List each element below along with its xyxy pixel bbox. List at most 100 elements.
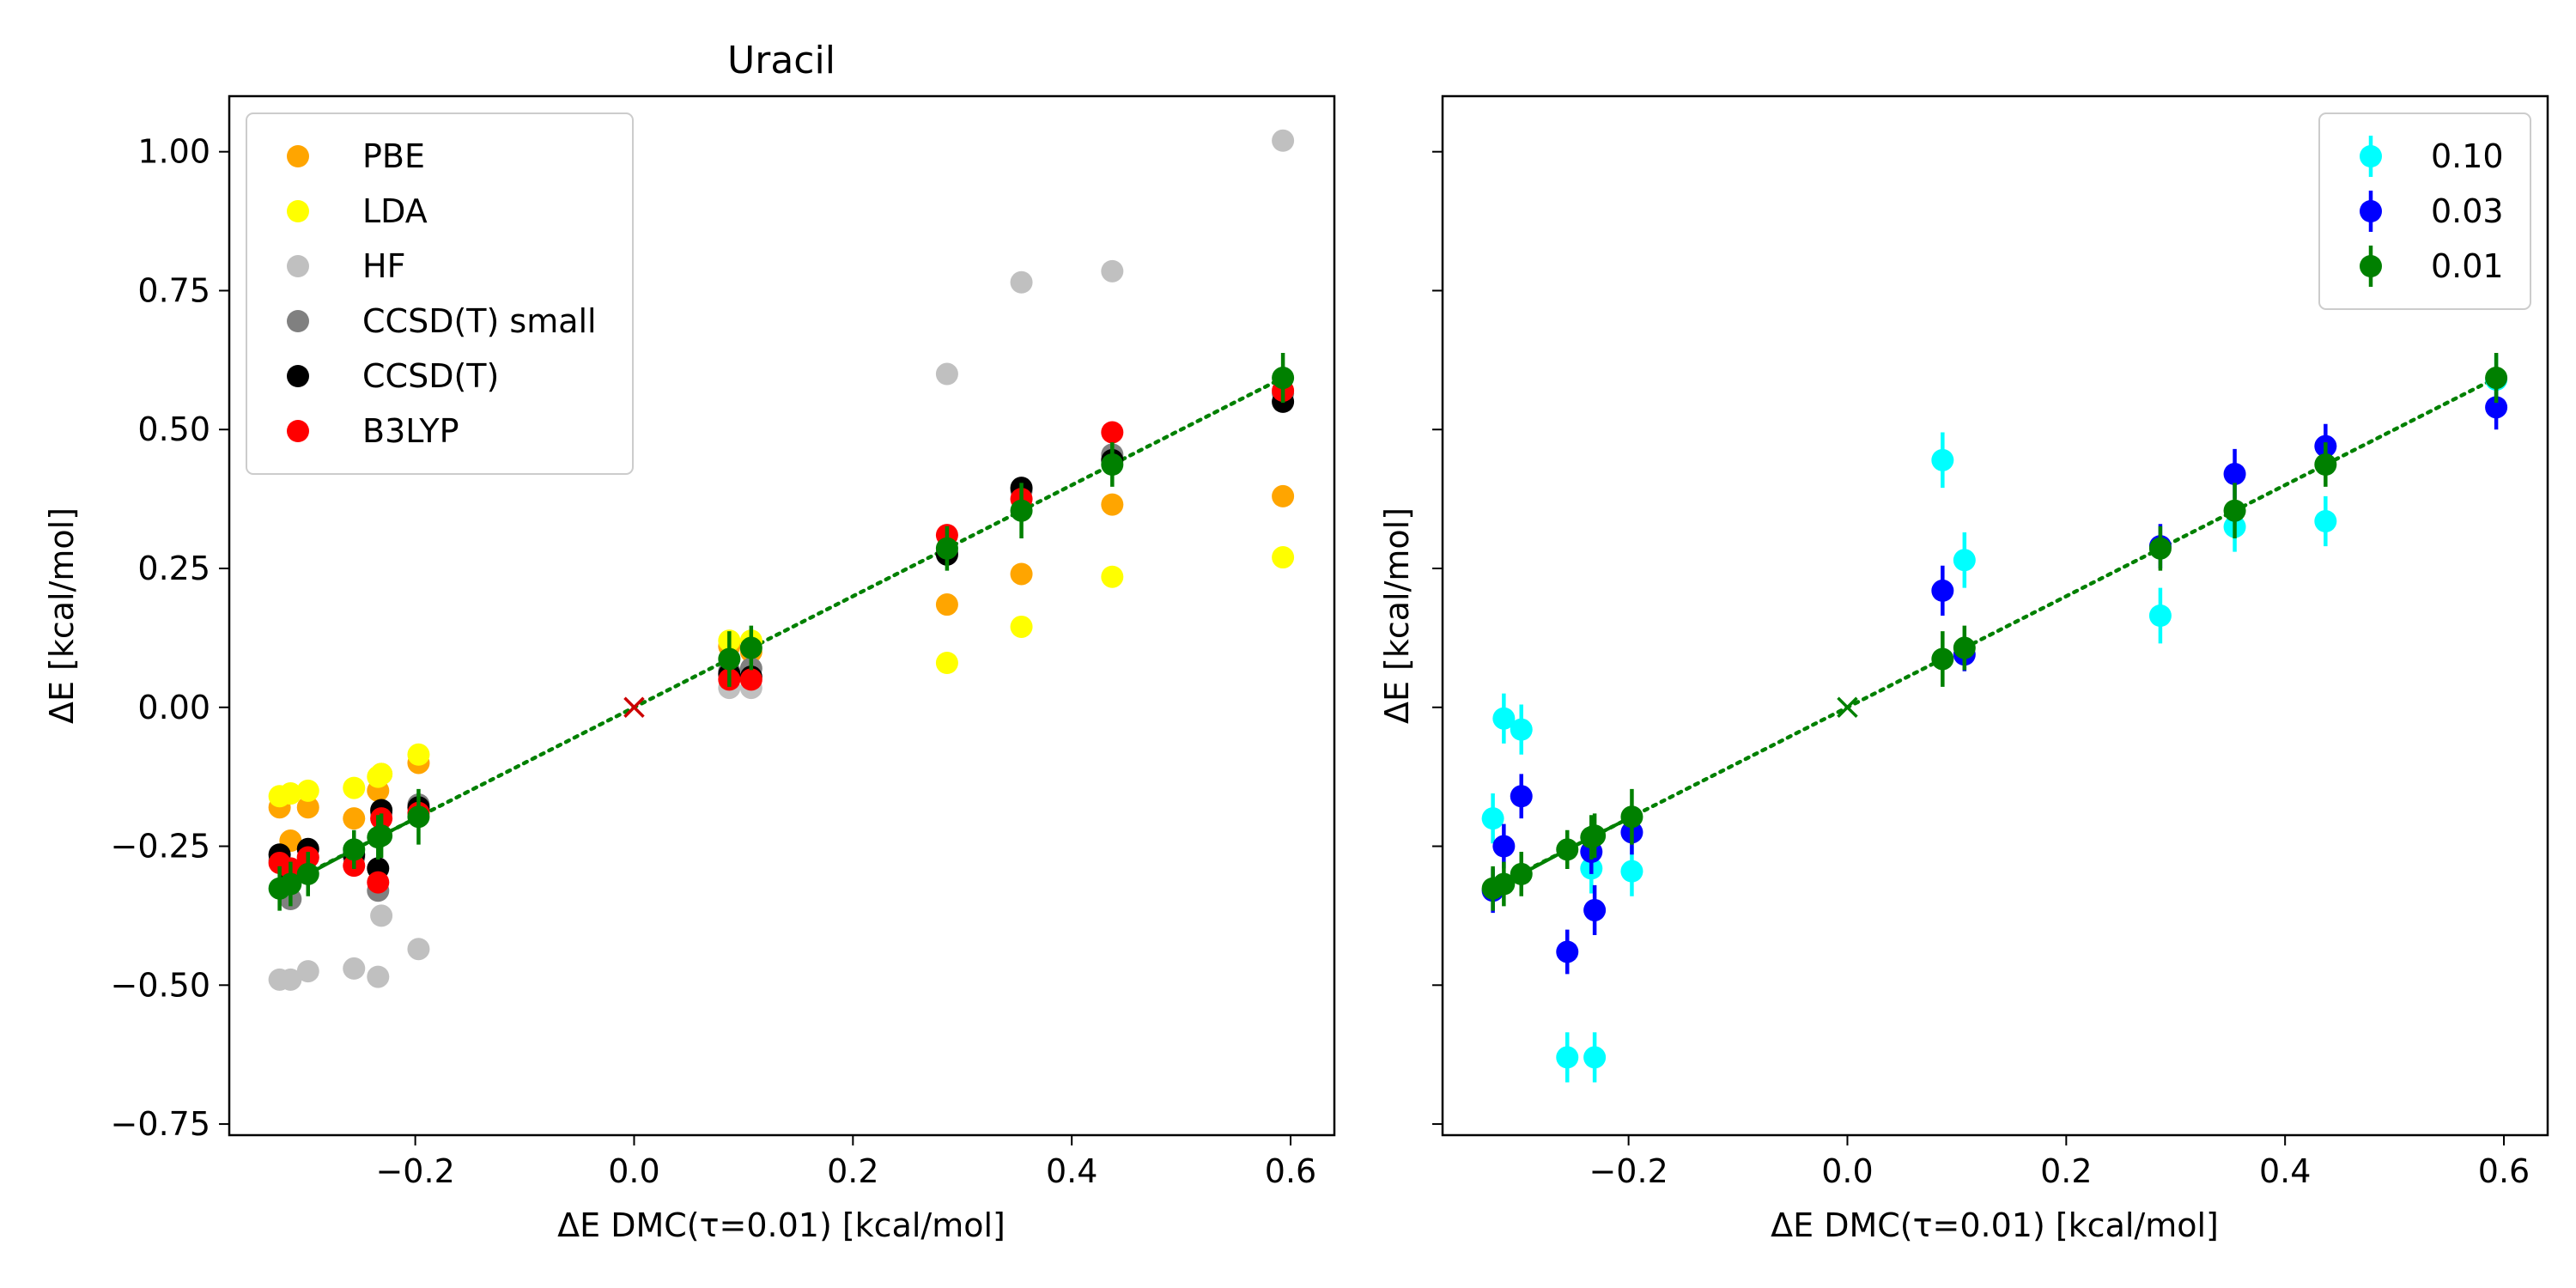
y-axis-label: ΔE [kcal/mol] xyxy=(43,507,81,724)
data-point xyxy=(1481,807,1504,830)
data-point xyxy=(279,782,302,805)
data-point xyxy=(2485,367,2508,390)
legend: 0.10 0.03 0.01 xyxy=(2318,112,2531,310)
x-tick-label: −0.2 xyxy=(375,1152,454,1190)
legend-item: CCSD(T) xyxy=(287,357,499,395)
data-point xyxy=(1101,565,1124,588)
legend: PBE LDA HF CCSD(T) small CCSD(T) B3LYP xyxy=(246,112,634,475)
x-axis-label: ΔE DMC(τ=0.01) [kcal/mol] xyxy=(557,1206,1005,1244)
legend-label: PBE xyxy=(362,137,425,175)
data-point xyxy=(935,593,958,617)
data-point xyxy=(296,960,319,983)
data-point xyxy=(1556,940,1579,963)
legend-label: 0.10 xyxy=(2431,137,2504,175)
data-point xyxy=(2314,510,2337,532)
series-0-01 xyxy=(1481,352,2508,911)
data-point xyxy=(1272,546,1295,569)
data-point xyxy=(370,904,393,927)
legend-item: PBE xyxy=(287,137,425,175)
x-tick-label: −0.2 xyxy=(1589,1152,1668,1190)
x-tick-label: 0.0 xyxy=(608,1152,659,1190)
x-tick-label: 0.2 xyxy=(827,1152,878,1190)
data-point xyxy=(1583,1046,1607,1069)
x-tick-label: 0.0 xyxy=(1821,1152,1873,1190)
data-point xyxy=(2485,396,2508,419)
data-point xyxy=(1953,636,1976,659)
data-point xyxy=(1556,1046,1579,1069)
legend-swatch xyxy=(2360,255,2382,277)
data-point xyxy=(1492,835,1516,858)
y-tick-label: 0.50 xyxy=(137,410,210,448)
legend-swatch xyxy=(2360,200,2382,222)
chart-title: Uracil xyxy=(727,39,835,82)
data-point xyxy=(1953,549,1976,572)
x-tick-label: 0.6 xyxy=(2478,1152,2530,1190)
data-point xyxy=(1272,367,1295,390)
legend-item: B3LYP xyxy=(287,412,459,450)
data-point xyxy=(2148,605,2172,627)
data-point xyxy=(739,668,762,691)
legend-swatch xyxy=(287,255,309,277)
y-tick-label: −0.75 xyxy=(111,1105,210,1143)
legend-swatch xyxy=(287,365,309,387)
legend-item: HF xyxy=(287,247,405,285)
legend-label: CCSD(T) xyxy=(362,357,499,395)
legend-box xyxy=(246,112,634,475)
y-axis-label: ΔE [kcal/mol] xyxy=(1378,507,1416,724)
data-point xyxy=(2223,499,2246,522)
data-point xyxy=(739,636,762,659)
legend-label: HF xyxy=(362,247,405,285)
legend-swatch xyxy=(2360,145,2382,167)
data-point xyxy=(1272,129,1295,152)
x-tick-label: 0.6 xyxy=(1265,1152,1316,1190)
data-point xyxy=(343,807,366,830)
data-point xyxy=(1510,785,1533,808)
data-point xyxy=(935,362,958,386)
data-point xyxy=(1272,484,1295,507)
data-point xyxy=(1620,860,1643,883)
data-point xyxy=(407,938,430,961)
origin-marker-stroke xyxy=(623,696,645,719)
plot-frame xyxy=(228,94,1336,1137)
data-point xyxy=(1010,270,1033,294)
data-point xyxy=(296,779,319,802)
data-point xyxy=(1101,453,1124,476)
y-tick-label: −0.25 xyxy=(111,828,210,866)
data-point xyxy=(1492,707,1516,730)
x-tick-label: 0.2 xyxy=(2040,1152,2092,1190)
origin-marker-stroke xyxy=(1837,696,1858,719)
legend-label: 0.03 xyxy=(2431,192,2504,230)
legend-item: 0.03 xyxy=(2360,191,2504,232)
origin-marker xyxy=(1837,696,1858,719)
data-point xyxy=(1010,499,1033,522)
data-point xyxy=(1101,421,1124,444)
legend-label: CCSD(T) small xyxy=(362,302,597,340)
data-point xyxy=(718,647,741,671)
data-point xyxy=(343,957,366,980)
series-0-03 xyxy=(1481,385,2508,975)
data-point xyxy=(407,743,430,766)
data-point xyxy=(1101,259,1124,283)
origin-marker xyxy=(623,696,645,719)
data-point xyxy=(2223,463,2246,485)
data-point xyxy=(1583,898,1607,921)
dmc-segment xyxy=(278,815,420,890)
data-point xyxy=(279,968,302,991)
data-point xyxy=(370,762,393,786)
legend-swatch xyxy=(287,145,309,167)
data-point xyxy=(1931,647,1954,671)
y-tick-label: 1.00 xyxy=(137,133,210,171)
legend-item: CCSD(T) small xyxy=(287,302,597,340)
series-0-10 xyxy=(1481,354,2508,1083)
data-point xyxy=(367,871,390,894)
plot-frame xyxy=(1441,94,2549,1137)
legend-label: 0.01 xyxy=(2431,247,2504,285)
x-tick-label: 0.4 xyxy=(1046,1152,1097,1190)
legend-label: B3LYP xyxy=(362,412,459,450)
left-panel: Uracil −0.2 0.0 0.2 0.4 0.6 −0.75 −0.50 −0.25 0.… xyxy=(43,39,1336,1244)
data-point xyxy=(1931,579,1954,602)
fit-line xyxy=(1491,375,2499,890)
dmc-segment xyxy=(1492,815,1633,890)
legend-item: LDA xyxy=(287,192,428,230)
legend-item: 0.10 xyxy=(2360,136,2504,177)
